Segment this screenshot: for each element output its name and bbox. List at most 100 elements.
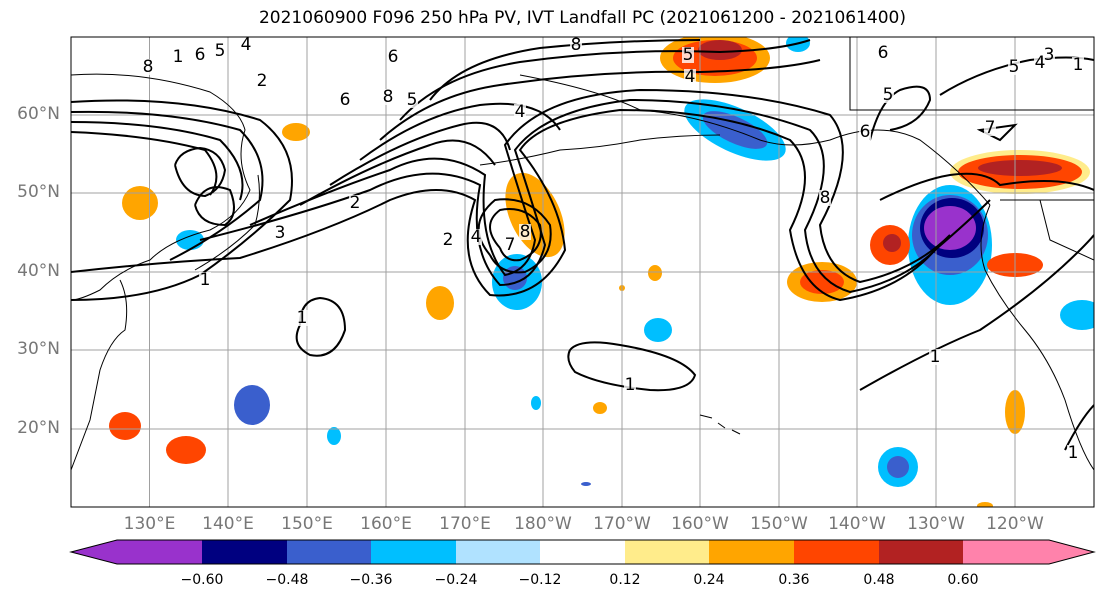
contour-label: 3 [275,223,286,243]
contour-label: 4 [515,102,526,122]
pv-contour [399,39,811,121]
colorbar-swatch [456,540,540,564]
contour-label: 6 [878,43,889,63]
contour-label-bg [199,272,211,288]
contour-label-bg [142,59,154,75]
contour-label: 4 [471,227,482,247]
contour-label: 5 [683,45,694,65]
colorbar-swatch [625,540,709,564]
north-america-coastline [980,204,1094,471]
contour-label: 4 [1035,53,1046,73]
contour-label-bg [382,89,394,105]
contour-label-bg [256,73,268,89]
lon-label: 120°W [986,514,1044,534]
contour-label: 6 [340,90,351,110]
pv-contour [879,172,1094,201]
colorbar-outline [69,539,1096,565]
contour-label: 4 [241,35,252,55]
border-line [1039,199,1094,261]
map-title: 2021060900 F096 250 hPa PV, IVT Landfall… [258,8,906,28]
contour-label: 8 [820,188,831,208]
shade-blob [531,396,541,410]
contour-label: 8 [571,35,582,55]
contour-label: 1 [930,347,941,367]
lon-label: 160°E [360,514,412,534]
contour-label-bg [504,237,516,253]
pv-contour [489,208,542,262]
pv-contour [869,85,932,141]
contour-label-bg [514,104,526,120]
contour-label-bg [1043,47,1055,63]
lon-label: 140°E [202,514,254,534]
contour-label: 3 [1044,45,1055,65]
colorbar-swatch [287,540,371,564]
shade-blob [426,286,454,320]
lon-label: 170°W [593,514,651,534]
contour-label: 1 [1068,443,1079,463]
pv-contour [71,99,293,301]
pv-contour [174,146,227,198]
contour-label-bg [984,120,996,136]
contour-label: 7 [985,118,996,138]
asia-coastline [71,73,251,301]
colorbar-swatch [117,540,202,564]
lon-label: 140°W [828,514,886,534]
shade-blob [786,37,810,52]
contour-label-bg [240,37,252,53]
lon-label: 170°E [439,514,491,534]
contour-label: 1 [173,47,184,67]
contour-label: 2 [443,230,454,250]
lon-label: 150°W [750,514,808,534]
contour-label: 6 [388,47,399,67]
pv-contours [71,39,1094,451]
colorbar-tick-label: −0.48 [265,572,309,588]
hawaii-islands [699,414,741,435]
pv-contour [71,121,244,201]
contour-label-bg [349,195,361,211]
contour-label: 5 [215,41,226,61]
contour-label-bg [214,43,226,59]
contour-label: 6 [860,122,871,142]
colorbar-tick-label: −0.36 [349,572,393,588]
pv-contour [249,88,951,284]
contour-label: 5 [883,85,894,105]
contour-label: 7 [505,235,516,255]
shade-blob [648,265,662,281]
border-line [849,37,1094,111]
pv-contour [71,108,991,302]
contour-label: 2 [350,193,361,213]
pv-contour [71,110,264,261]
pv-contour [299,139,496,206]
contour-label-bg [819,190,831,206]
pv-contour [329,121,511,186]
pv-contour [194,186,235,227]
contour-label: 8 [143,57,154,77]
contour-label-bg [339,92,351,108]
shade-blob [109,412,141,440]
shade-blob [327,427,341,445]
pv-contour [71,131,218,196]
pv-contour [429,39,701,101]
contour-label-bg [296,310,308,326]
lon-label: 180°W [514,514,572,534]
contour-label: 1 [200,270,211,290]
lat-label: 20°N [17,418,60,438]
pv-contour [199,98,946,294]
shade-blob [581,482,591,486]
shade-blob [234,385,270,425]
contour-label: 1 [297,308,308,328]
lat-label: 40°N [17,261,60,281]
colorbar-extend-low [71,540,117,564]
contour-label-bg [570,37,582,53]
colorbar-tick-label: −0.24 [434,572,478,588]
shade-blob [593,402,607,414]
contour-label-bg [1067,445,1079,461]
map-frame [70,36,1095,508]
lat-label: 60°N [17,104,60,124]
shade-blob [870,225,910,265]
contour-label: 5 [407,90,418,110]
contour-label-bg [1072,57,1084,73]
